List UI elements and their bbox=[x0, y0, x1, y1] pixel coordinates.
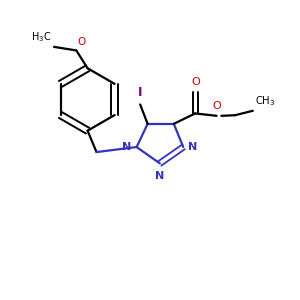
Text: N: N bbox=[155, 171, 164, 181]
Text: O: O bbox=[213, 101, 221, 111]
Text: O: O bbox=[191, 77, 200, 87]
Text: CH$_3$: CH$_3$ bbox=[255, 94, 276, 108]
Text: N: N bbox=[188, 142, 198, 152]
Text: H$_3$C: H$_3$C bbox=[31, 31, 52, 44]
Text: I: I bbox=[138, 86, 142, 99]
Text: O: O bbox=[77, 37, 85, 47]
Text: N: N bbox=[122, 142, 132, 152]
